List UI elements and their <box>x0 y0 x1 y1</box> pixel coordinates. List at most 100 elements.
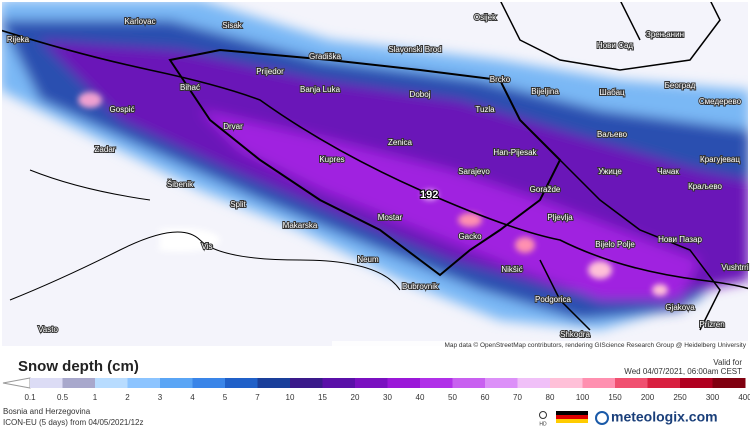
legend-swatch <box>95 378 128 388</box>
legend-tick: 70 <box>513 393 522 402</box>
region: Bosnia and Herzegovina <box>3 407 91 416</box>
city-label: Podgorica <box>535 295 572 304</box>
legend-swatch <box>420 378 453 388</box>
legend-swatch <box>582 378 616 388</box>
legend-swatch <box>225 378 258 388</box>
city-label: Нови Пазар <box>658 235 702 244</box>
city-label: Makarska <box>283 221 318 230</box>
legend-tick: 10 <box>286 393 295 402</box>
legend-tick: 60 <box>481 393 490 402</box>
legend-swatch <box>290 378 323 388</box>
legend-tick: 15 <box>318 393 327 402</box>
legend-swatch <box>680 378 713 388</box>
legend-tick: 7 <box>255 393 260 402</box>
flag-gold[interactable] <box>556 419 588 423</box>
city-label: Gradiška <box>309 52 342 61</box>
max-label: 192 <box>420 189 438 201</box>
legend-swatch <box>62 378 96 388</box>
legend-swatch <box>387 378 421 388</box>
city-label: Ужице <box>598 167 622 176</box>
legend-tick: 250 <box>673 393 687 402</box>
brand: meteologix.com <box>611 409 718 425</box>
city-label: Mostar <box>378 213 403 222</box>
city-label: Shkodra <box>560 330 590 339</box>
hd[interactable]: HD <box>539 421 547 427</box>
city-label: Vis <box>202 242 213 251</box>
legend-title: Snow depth (cm) <box>18 358 139 375</box>
city-label: Tuzla <box>475 105 495 114</box>
legend-tick: 300 <box>706 393 720 402</box>
city-label: Drvar <box>223 122 243 131</box>
legend-swatch <box>257 378 291 388</box>
city-label: Rijeka <box>7 35 30 44</box>
city-label: Bihać <box>180 83 200 92</box>
legend-swatch <box>452 378 486 388</box>
legend-tick: 30 <box>383 393 392 402</box>
legend-arrow <box>2 377 31 389</box>
city-label: Han-Pijesak <box>493 148 537 157</box>
legend-tick: 20 <box>351 393 360 402</box>
city-label: Slavonski Brod <box>388 45 441 54</box>
legend-tick: 0.1 <box>24 393 36 402</box>
city-label: Brcko <box>490 75 511 84</box>
city-label: Bijeljina <box>531 87 559 96</box>
legend-tick: 1 <box>93 393 98 402</box>
logo-icon <box>595 411 609 425</box>
city-label: Šibenik <box>167 180 194 189</box>
legend-swatch <box>485 378 518 388</box>
legend-tick: 3 <box>158 393 163 402</box>
legend-tick: 100 <box>576 393 590 402</box>
city-label: Gacko <box>458 232 482 241</box>
city-label: Bijelo Polje <box>595 240 635 249</box>
model-run: ICON-EU (5 days) from 04/05/2021/12z <box>3 418 144 427</box>
city-label: Gjakova <box>665 303 695 312</box>
legend-tick: 40 <box>416 393 425 402</box>
city-label: Чачак <box>657 167 679 176</box>
attribution-bg <box>332 341 748 349</box>
city-label: Sisak <box>222 21 243 30</box>
city-label: Goražde <box>530 185 561 194</box>
legend-tick: 2 <box>125 393 130 402</box>
city-label: Split <box>230 200 246 209</box>
city-label: Doboj <box>410 90 431 99</box>
city-label: Prizren <box>699 320 724 329</box>
legend-tick: 150 <box>608 393 622 402</box>
flag-black[interactable] <box>556 411 588 415</box>
legend-swatch <box>322 378 356 388</box>
legend-tick: 5 <box>223 393 228 402</box>
search-icon[interactable] <box>539 411 547 419</box>
city-label: Шабац <box>599 88 625 97</box>
city-label: Banja Luka <box>300 85 341 94</box>
city-label: Смедерево <box>699 97 742 106</box>
legend-swatch <box>550 378 583 388</box>
city-label: Kupres <box>319 155 344 164</box>
legend-tick: 0.5 <box>57 393 69 402</box>
city-label: Karlovac <box>124 17 155 26</box>
city-label: Nikšić <box>501 265 522 274</box>
city-label: Pljevlja <box>547 213 573 222</box>
city-label: Osijek <box>474 13 497 22</box>
city-label: Zenica <box>388 138 413 147</box>
city-label: Vasto <box>38 325 58 334</box>
legend-swatch <box>192 378 226 388</box>
city-label: Sarajevo <box>458 167 490 176</box>
city-label: Prijedor <box>256 67 284 76</box>
city-label: Neum <box>357 255 379 264</box>
city-label: Ваљево <box>597 130 628 139</box>
legend-tick: 80 <box>546 393 555 402</box>
legend-tick: 200 <box>641 393 655 402</box>
city-label: Vushtrri <box>721 263 748 272</box>
legend-swatch <box>712 378 746 388</box>
flag-red[interactable] <box>556 415 588 419</box>
city-label: Крагујевац <box>700 155 740 164</box>
city-label: Београд <box>665 81 696 90</box>
legend-swatch <box>127 378 161 388</box>
valid-time: Wed 04/07/2021, 06:00am CEST <box>624 367 742 376</box>
valid-label: Valid for <box>713 358 742 367</box>
city-label: Dubrovnik <box>402 282 439 291</box>
legend-swatch <box>647 378 681 388</box>
city-label: Краљево <box>688 182 722 191</box>
legend-swatch <box>615 378 648 388</box>
legend-tick: 4 <box>190 393 195 402</box>
